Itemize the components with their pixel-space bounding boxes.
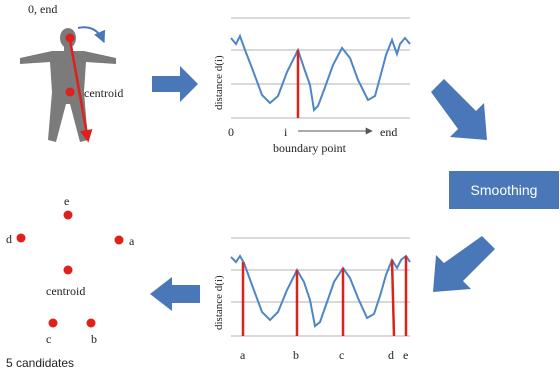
candidate-points-figure: e d a centroid c b 5 candidates [6,194,135,370]
top-x-zero: 0 [228,125,234,139]
boundary-radius-line [68,39,93,143]
flow-arrow-down-right [431,79,487,140]
top-graph-ylabel: distance d(i) [213,55,225,110]
candidate-label-e: e [64,194,69,208]
bottom-tick-d: d [388,348,394,362]
candidate-marker-d [390,259,396,337]
bottom-graph-ylabel: distance d(i) [213,275,225,330]
candidate-label-a: a [129,234,135,248]
smoothing-step-box: Smoothing [449,171,559,209]
centroid-dot-bottom [63,265,73,275]
centroid-label: centroid [84,86,123,100]
start-point-dot [65,33,75,43]
top-distance-curve [230,33,411,113]
candidate-dot-d [16,233,26,243]
candidate-label-d: d [6,232,12,246]
candidate-dot-a [114,235,124,245]
candidate-label-c: c [46,332,51,346]
top-distance-graph: distance d(i) 0 i end boundary point [213,17,411,155]
flow-arrow-right [152,66,198,102]
bottom-tick-e: e [403,348,408,362]
candidate-dot-b [86,318,96,328]
top-x-end: end [380,125,397,139]
candidates-caption: 5 candidates [6,356,74,370]
bottom-tick-c: c [339,348,344,362]
smoothing-label: Smoothing [471,182,538,198]
candidate-dot-c [48,318,58,328]
bottom-smoothed-curve [230,254,411,328]
candidate-label-b: b [91,332,97,346]
centroid-dot [65,87,75,97]
start-end-label: 0, end [28,2,57,16]
boundary-direction-arrow [77,26,106,44]
top-x-i: i [284,125,288,139]
candidate-dot-e [63,210,73,220]
silhouette-body [20,28,116,142]
bottom-tick-a: a [240,348,246,362]
candidates-centroid-label: centroid [46,284,85,298]
top-x-caption: boundary point [273,141,347,155]
flow-arrow-down-left [433,236,495,292]
flow-arrow-left [150,277,200,311]
bottom-tick-b: b [293,348,299,362]
human-silhouette-figure: 0, end centroid [20,2,123,143]
bottom-distance-graph: distance d(i) a b c d e [213,237,411,362]
